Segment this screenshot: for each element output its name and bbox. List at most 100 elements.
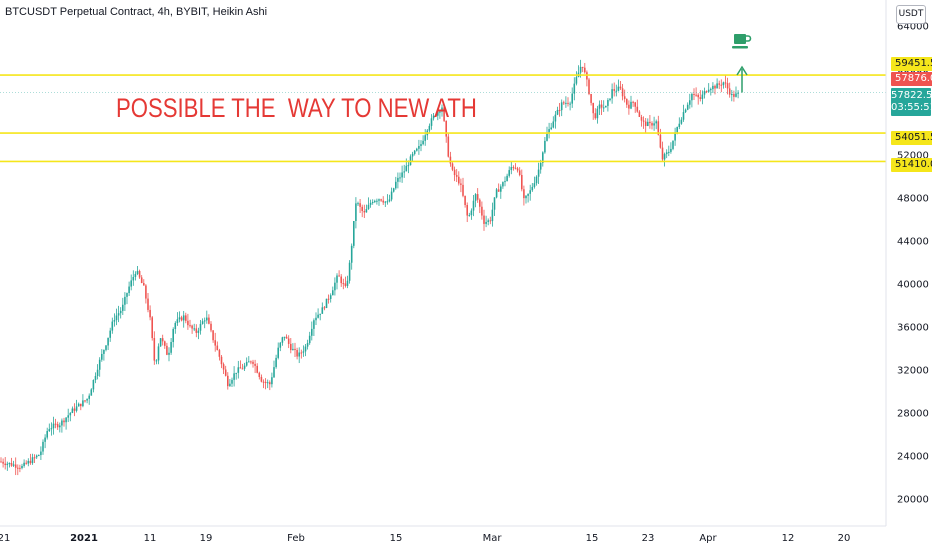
- candle-body: [317, 314, 319, 318]
- candle-body: [157, 346, 160, 361]
- candle-body: [678, 123, 681, 128]
- candle-body: [542, 152, 544, 163]
- candle-body: [0, 461, 2, 463]
- candle-body: [130, 280, 132, 287]
- candle-body: [655, 121, 657, 124]
- candle-body: [233, 373, 235, 380]
- candle-body: [468, 215, 471, 217]
- candle-body: [46, 431, 48, 438]
- candle-body: [311, 328, 313, 336]
- candle-body: [180, 317, 183, 321]
- candle-body: [647, 121, 649, 126]
- candles-layer: [0, 59, 739, 476]
- candle-body: [283, 336, 286, 338]
- candle-body: [4, 463, 6, 466]
- candle-body: [382, 200, 384, 203]
- candle-body: [61, 420, 63, 426]
- candle-body: [521, 174, 523, 190]
- candle-body: [437, 111, 439, 116]
- candle-body: [470, 210, 473, 216]
- candle-body: [336, 275, 338, 283]
- candle-body: [430, 118, 433, 126]
- candle-body: [638, 111, 641, 117]
- candle-body: [707, 89, 710, 92]
- candle-body: [44, 437, 46, 442]
- candle-body: [344, 283, 347, 286]
- candle-body: [395, 181, 397, 189]
- candle-body: [149, 309, 151, 318]
- candle-body: [615, 90, 618, 92]
- candle-body: [71, 408, 74, 413]
- candle-body: [48, 429, 51, 432]
- candle-body: [617, 86, 620, 91]
- candle-body: [676, 127, 678, 133]
- candle-body: [560, 102, 563, 111]
- candle-body: [697, 94, 699, 98]
- candle-body: [229, 383, 231, 387]
- candle-body: [689, 100, 691, 105]
- candle-body: [359, 203, 361, 207]
- candle-body: [403, 171, 405, 173]
- candle-body: [117, 313, 120, 316]
- candle-body: [119, 310, 122, 314]
- y-tick-label: 32000: [897, 366, 929, 377]
- candle-body: [556, 109, 559, 115]
- x-tick-label: Apr: [699, 533, 717, 544]
- coffee-cup-icon: [731, 32, 753, 52]
- candle-body: [84, 400, 86, 402]
- candle-body: [136, 270, 139, 275]
- candle-body: [59, 425, 61, 428]
- candle-body: [25, 462, 27, 464]
- candle-body: [397, 177, 399, 182]
- candle-body: [518, 170, 521, 175]
- candle-body: [273, 367, 275, 378]
- candle-body: [361, 206, 363, 212]
- candle-body: [628, 104, 630, 109]
- candle-body: [602, 107, 605, 109]
- candle-body: [298, 352, 300, 357]
- candle-body: [596, 108, 599, 119]
- candle-body: [170, 342, 172, 353]
- candle-body: [23, 462, 25, 466]
- candle-body: [172, 329, 174, 343]
- candle-body: [31, 457, 34, 464]
- candle-body: [634, 102, 636, 107]
- candle-body: [453, 169, 456, 176]
- candle-body: [94, 375, 97, 380]
- candle-body: [245, 361, 248, 366]
- candle-body: [248, 361, 250, 363]
- y-tick-label: 36000: [897, 323, 929, 334]
- candle-body: [371, 201, 374, 203]
- candle-body: [529, 190, 531, 194]
- candle-body: [348, 262, 351, 281]
- candle-body: [594, 113, 597, 119]
- candle-body: [346, 280, 349, 286]
- candle-body: [575, 77, 578, 84]
- candle-body: [504, 181, 506, 183]
- candle-body: [285, 336, 288, 339]
- candle-body: [187, 320, 189, 326]
- candle-body: [376, 200, 378, 202]
- candle-body: [533, 183, 536, 187]
- candle-body: [19, 467, 21, 469]
- currency-button[interactable]: USDT: [896, 5, 926, 24]
- time-axis: 21 2021 11 19 Feb 15 Mar 15 23 Apr 12 20: [0, 533, 850, 544]
- x-tick-label: 20: [838, 533, 851, 544]
- x-tick-label: 11: [144, 533, 157, 544]
- candle-body: [567, 102, 569, 104]
- candle-body: [132, 276, 135, 281]
- candle-body: [210, 323, 212, 331]
- candle-body: [365, 209, 368, 213]
- candle-body: [277, 347, 279, 358]
- price-label-57876: 57876.0: [891, 72, 932, 86]
- candle-body: [464, 195, 466, 206]
- candle-body: [428, 125, 431, 131]
- candle-body: [434, 115, 437, 117]
- current-price-tag: 57822.5 03:55:51: [891, 88, 932, 116]
- candle-body: [527, 193, 529, 196]
- candle-body: [380, 199, 382, 201]
- candle-body: [40, 451, 42, 456]
- candle-body: [107, 337, 109, 346]
- candle-body: [512, 167, 515, 169]
